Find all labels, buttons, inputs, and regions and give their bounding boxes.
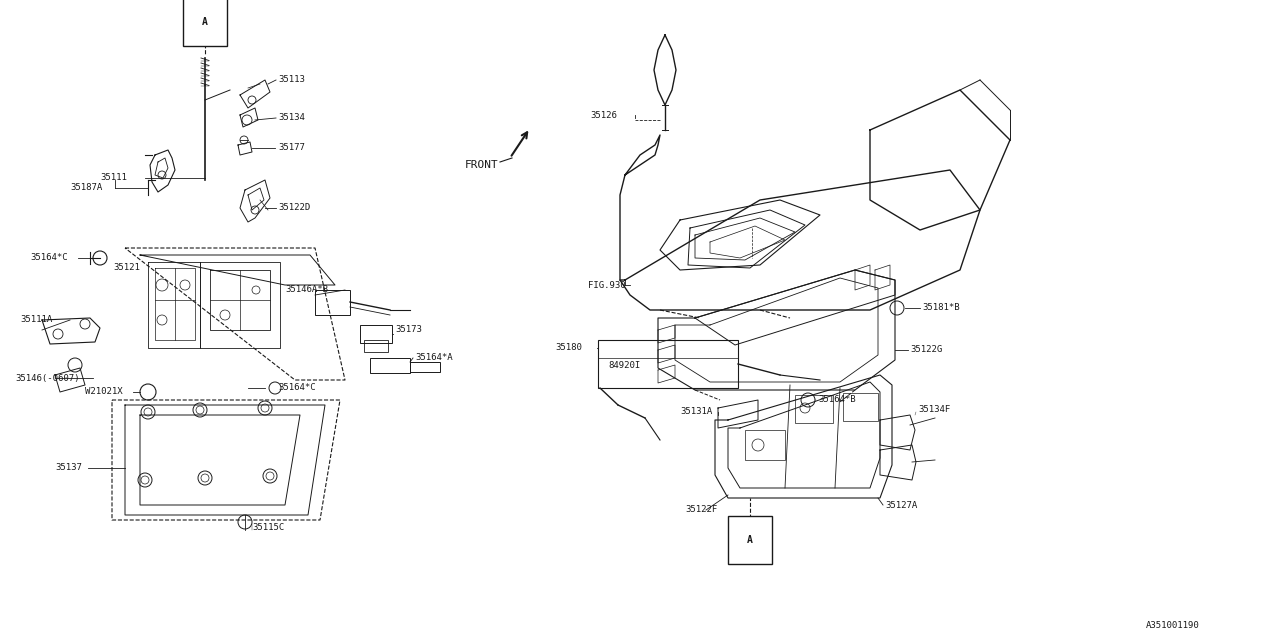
Text: 35173: 35173 [396,326,422,335]
Text: FRONT: FRONT [465,160,499,170]
Text: 35180: 35180 [556,344,582,353]
Bar [370,358,410,373]
Text: FIG.930: FIG.930 [588,280,626,289]
Text: 35134F: 35134F [918,406,950,415]
Text: 35164*B: 35164*B [818,396,855,404]
Text: 35164*C: 35164*C [29,253,68,262]
Bar [360,325,392,343]
Text: 35115C: 35115C [252,524,284,532]
Text: 35127A: 35127A [884,500,918,509]
Text: 35111A: 35111A [20,316,52,324]
Text: 35177: 35177 [278,143,305,152]
Text: 35164*A: 35164*A [415,353,453,362]
Text: 35146A*B: 35146A*B [285,285,328,294]
Bar [598,340,739,388]
Text: 35137: 35137 [55,463,82,472]
Text: 35146(-0607): 35146(-0607) [15,374,79,383]
Text: 35164*C: 35164*C [278,383,316,392]
Text: 35122F: 35122F [685,506,717,515]
Text: A: A [748,535,753,545]
Text: A: A [202,17,207,27]
Bar [745,430,785,460]
Text: 84920I: 84920I [608,362,640,371]
Text: W21021X: W21021X [84,387,123,397]
Text: 35131A: 35131A [680,408,712,417]
Text: 35187A: 35187A [70,184,102,193]
Bar [315,290,349,315]
Bar [795,395,833,423]
Text: 35113: 35113 [278,76,305,84]
Text: 35126: 35126 [590,111,617,120]
Text: 35111: 35111 [100,173,127,182]
Bar [844,393,878,421]
Bar [410,362,440,372]
Bar [364,340,388,352]
Text: 35122G: 35122G [910,346,942,355]
Text: 35121: 35121 [113,264,140,273]
Text: 35181*B: 35181*B [922,303,960,312]
Text: 35122D: 35122D [278,204,310,212]
Text: 35134: 35134 [278,113,305,122]
Text: A351001190: A351001190 [1147,621,1201,630]
